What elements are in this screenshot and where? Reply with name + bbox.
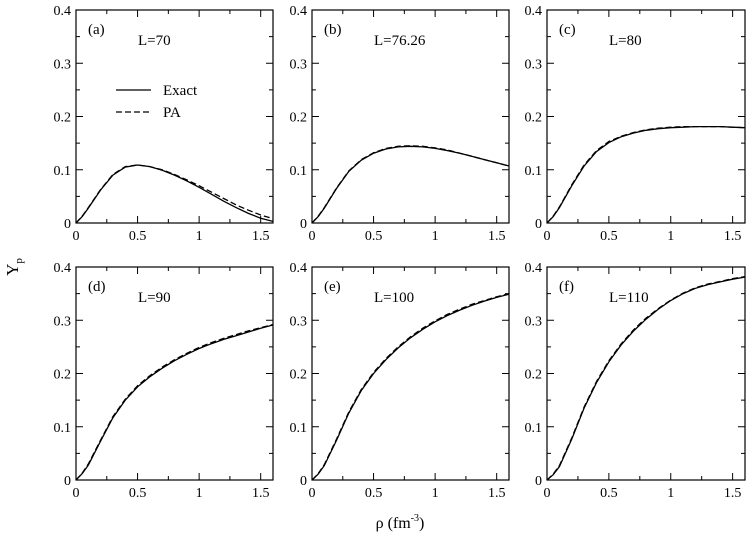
panel-label: (c) [559, 22, 576, 38]
x-tick-label: 0.5 [129, 229, 147, 244]
legend: Exact PA [116, 83, 198, 121]
series-line-exact [547, 276, 745, 480]
y-axis-title-main: Y [3, 264, 22, 276]
y-axis-title-sub: p [13, 258, 25, 264]
panel-5: 0 0.1 0.2 0.3 0.4 0 0.5 1 1.5 (e) L=100 [290, 261, 510, 501]
y-tick-label: 0 [300, 217, 307, 232]
y-tick-label: 0 [64, 474, 71, 489]
x-tick-label: 1.5 [724, 229, 742, 244]
y-tick-label: 0.1 [54, 164, 72, 179]
x-axis-title-close: ) [419, 515, 424, 532]
y-tick-label: 0 [64, 217, 71, 232]
legend-label-exact: Exact [163, 83, 198, 99]
panel-4: 0 0.1 0.2 0.3 0.4 0 0.5 1 1.5 (d) L=90 [54, 261, 274, 501]
x-tick-label: 1 [667, 486, 674, 501]
x-tick-label: 1.5 [488, 486, 506, 501]
y-tick-label: 0.3 [525, 57, 543, 72]
y-tick-label: 0.4 [525, 261, 543, 276]
series-line-exact [76, 324, 273, 480]
y-tick-label: 0.3 [54, 314, 72, 329]
y-tick-label: 0.2 [54, 111, 72, 126]
y-tick-label: 0 [535, 217, 542, 232]
panel-annotation: L=90 [138, 290, 171, 306]
x-tick-label: 1.5 [252, 229, 270, 244]
x-tick-label: 1.5 [252, 486, 270, 501]
x-tick-label: 0.5 [600, 229, 618, 244]
panel-label: (b) [324, 22, 342, 38]
y-tick-label: 0.1 [525, 421, 543, 436]
panel-annotation: L=80 [609, 33, 642, 49]
x-tick-label: 0 [309, 486, 316, 501]
x-axis-title: ρ (fm-3) [376, 513, 425, 532]
y-tick-label: 0.1 [290, 164, 308, 179]
legend-label-pa: PA [163, 105, 181, 121]
panel-annotation: L=100 [374, 290, 414, 306]
x-tick-label: 0 [309, 229, 316, 244]
x-tick-label: 1 [667, 229, 674, 244]
panel-2: 0 0.1 0.2 0.3 0.4 0 0.5 1 1.5 (b) L=76.26 [290, 4, 510, 244]
x-tick-label: 0.5 [365, 486, 383, 501]
x-tick-label: 1.5 [724, 486, 742, 501]
y-tick-label: 0.4 [290, 4, 308, 19]
x-tick-label: 1 [432, 229, 439, 244]
panel-3: 0 0.1 0.2 0.3 0.4 0 0.5 1 1.5 (c) L=80 [525, 4, 746, 244]
x-tick-label: 0.5 [129, 486, 147, 501]
y-tick-label: 0.2 [290, 111, 308, 126]
series-line-pa [312, 292, 509, 480]
plot-frame [75, 266, 274, 481]
series-line-pa [547, 125, 745, 223]
x-axis-title-main: ρ (fm [376, 515, 412, 532]
panel-label: (d) [88, 279, 106, 295]
y-tick-label: 0.3 [54, 57, 72, 72]
y-tick-label: 0.2 [525, 111, 543, 126]
x-tick-label: 1 [196, 229, 203, 244]
y-tick-label: 0.4 [525, 4, 543, 19]
y-axis-title: Yp [3, 258, 25, 276]
series-line-exact [312, 293, 509, 480]
panel-annotation: L=70 [138, 33, 171, 49]
panels: 00.10.20.30.40 0.5 1 1.5(a)L=70ExactPA00.10… [54, 4, 746, 501]
panel-annotation: L=110 [609, 290, 649, 306]
series-line-pa [312, 145, 509, 223]
x-tick-label: 0 [73, 229, 80, 244]
y-tick-label: 0.4 [290, 261, 308, 276]
y-tick-label: 0.1 [290, 421, 308, 436]
panel-1: 0 0.1 0.2 0.3 0.4 0 0.5 1 1.5 (a) L=70 Exact PA [54, 4, 274, 244]
x-tick-label: 0 [544, 229, 551, 244]
x-tick-label: 1 [196, 486, 203, 501]
panel-6: 0 0.1 0.2 0.3 0.4 0 0.5 1 1.5 (f) L=110 [525, 261, 746, 501]
series-line-pa [76, 323, 273, 480]
y-tick-label: 0.3 [290, 314, 308, 329]
x-axis-title-sup: -3 [411, 513, 419, 524]
series-line-exact [76, 164, 273, 223]
panel-label: (e) [324, 279, 341, 295]
series-line-pa [547, 275, 745, 480]
series-line-pa [76, 164, 273, 223]
y-tick-label: 0.3 [525, 314, 543, 329]
y-tick-label: 0.1 [525, 164, 543, 179]
y-tick-label: 0.2 [290, 368, 308, 383]
y-tick-label: 0.2 [525, 368, 543, 383]
y-tick-label: 0.2 [54, 368, 72, 383]
plot-frame [546, 9, 746, 224]
y-tick-label: 0.4 [54, 261, 72, 276]
panel-label: (a) [88, 22, 105, 38]
y-tick-label: 0.1 [54, 421, 72, 436]
x-tick-label: 0 [544, 486, 551, 501]
series-line-exact [547, 125, 745, 223]
y-tick-label: 0 [535, 474, 542, 489]
x-tick-label: 0.5 [600, 486, 618, 501]
panel-label: (f) [559, 279, 574, 295]
y-tick-label: 0.4 [54, 4, 72, 19]
x-tick-label: 0 [73, 486, 80, 501]
panel-annotation: L=76.26 [374, 33, 426, 49]
x-tick-label: 1 [432, 486, 439, 501]
x-tick-label: 0.5 [365, 229, 383, 244]
x-tick-label: 1.5 [488, 229, 506, 244]
y-tick-label: 0.3 [290, 57, 308, 72]
y-tick-label: 0 [300, 474, 307, 489]
